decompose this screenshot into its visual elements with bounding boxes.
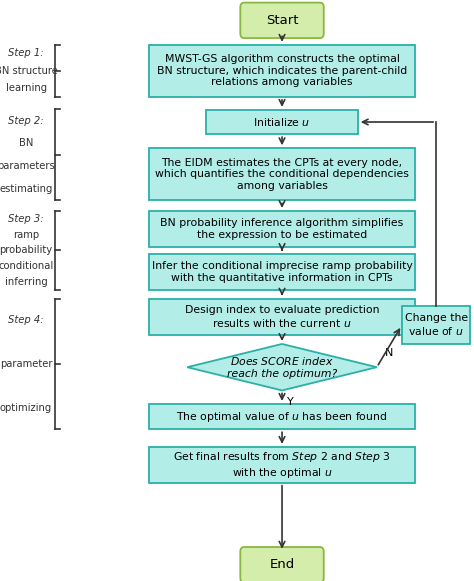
Text: probability: probability — [0, 245, 53, 256]
Bar — [149, 45, 415, 97]
Text: optimizing: optimizing — [0, 403, 52, 413]
Text: parameters: parameters — [0, 162, 55, 171]
Text: Y: Y — [287, 397, 294, 407]
Text: estimating: estimating — [0, 184, 53, 194]
Text: Initialize $u$: Initialize $u$ — [253, 116, 311, 128]
Text: N: N — [385, 349, 393, 358]
Text: Step 1:: Step 1: — [8, 48, 44, 59]
Bar — [149, 254, 415, 290]
Text: Step 2:: Step 2: — [8, 116, 44, 125]
Bar — [149, 404, 415, 429]
Text: Get final results from $Step\ 2$ and $Step\ 3$
with the optimal $u$: Get final results from $Step\ 2$ and $St… — [173, 450, 391, 480]
Text: Change the
value of $u$: Change the value of $u$ — [404, 313, 468, 338]
Text: End: End — [269, 558, 295, 571]
Bar — [402, 307, 470, 344]
Bar — [149, 211, 415, 247]
Text: BN: BN — [19, 138, 33, 148]
Text: inferring: inferring — [5, 277, 47, 287]
FancyBboxPatch shape — [240, 547, 324, 581]
Bar — [206, 110, 358, 134]
Polygon shape — [187, 344, 377, 390]
Text: Design index to evaluate prediction
results with the current $u$: Design index to evaluate prediction resu… — [185, 304, 379, 329]
Text: Start: Start — [266, 14, 298, 27]
Text: The EIDM estimates the CPTs at every node,
which quantifies the conditional depe: The EIDM estimates the CPTs at every nod… — [155, 157, 409, 191]
Bar — [149, 148, 415, 200]
FancyBboxPatch shape — [240, 2, 324, 38]
Text: Step 4:: Step 4: — [8, 315, 44, 325]
Bar — [149, 447, 415, 483]
Text: ramp: ramp — [13, 229, 39, 239]
Text: parameter: parameter — [0, 359, 52, 369]
Text: Step 3:: Step 3: — [8, 214, 44, 224]
Text: Does $SCORE$ index
reach the optimum?: Does $SCORE$ index reach the optimum? — [227, 356, 337, 379]
Text: BN structure: BN structure — [0, 66, 57, 76]
Text: The optimal value of $u$ has been found: The optimal value of $u$ has been found — [176, 410, 388, 424]
Text: BN probability inference algorithm simplifies
the expression to be estimated: BN probability inference algorithm simpl… — [160, 218, 404, 240]
Text: conditional: conditional — [0, 261, 54, 271]
Text: MWST-GS algorithm constructs the optimal
BN structure, which indicates the paren: MWST-GS algorithm constructs the optimal… — [157, 54, 407, 88]
Bar — [149, 299, 415, 335]
Text: Infer the conditional imprecise ramp probability
with the quantitative informati: Infer the conditional imprecise ramp pro… — [152, 261, 412, 283]
Text: learning: learning — [6, 83, 46, 94]
